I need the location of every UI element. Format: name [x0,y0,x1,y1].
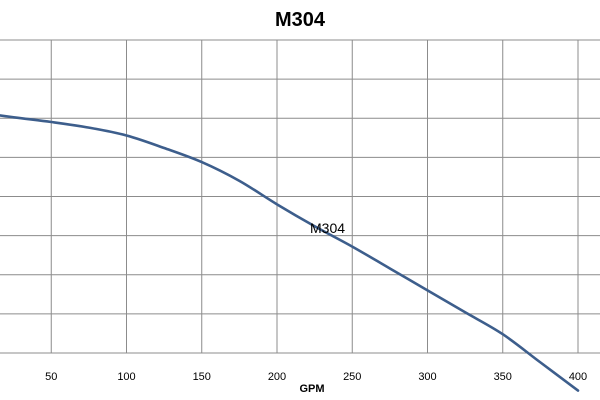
series-label-m304: M304 [310,220,345,236]
x-tick-label: 150 [193,371,211,383]
chart-title: M304 [275,9,326,31]
x-tick-label: 50 [45,371,57,383]
x-tick-label: 250 [343,371,361,383]
x-tick-label: 350 [494,371,512,383]
x-tick-label: 300 [418,371,436,383]
x-tick-label: 400 [569,371,587,383]
x-tick-labels: 50 100 150 200 250 300 350 400 [45,371,587,383]
series-layer [0,114,580,392]
grid [0,39,600,354]
x-tick-label: 100 [117,371,135,383]
x-tick-label: 200 [268,371,286,383]
x-axis-label: GPM [299,383,324,395]
series-line-m304 [0,114,580,392]
